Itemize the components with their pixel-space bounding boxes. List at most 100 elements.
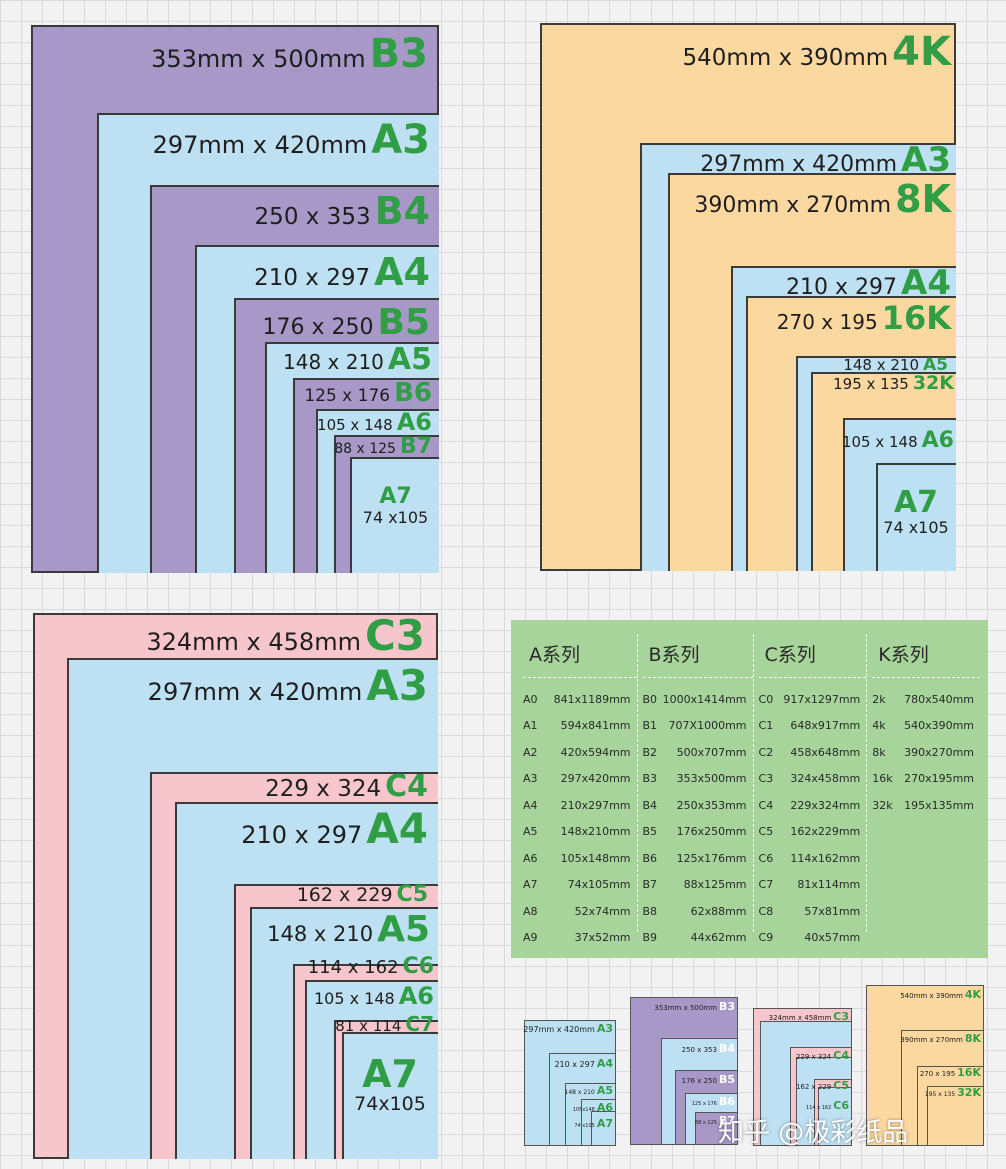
table-row: C5 162x229mm [759, 819, 867, 846]
c5-label: 162 x 229 C5 [296, 882, 428, 907]
c3-rect [33, 613, 438, 1159]
thumb-label: 125 x 176 B6 [691, 1095, 735, 1108]
table-row: A8 52x74mm [523, 898, 637, 925]
size-code: C2 [758, 745, 774, 759]
table-row: A5 148x210mm [523, 819, 637, 846]
table-row: 32k 195x135mm [872, 792, 980, 819]
thumb-a-series: 297mm x 420mm A3 210 x 297 A4 148 x 210 A5 … [523, 1020, 616, 1146]
c6-label: 114 x 162 C6 [307, 954, 434, 979]
table-row: B6 125x176mm [643, 845, 753, 872]
a5-label: 148 x 210 A5 [283, 342, 432, 377]
a6-rect [316, 409, 439, 573]
k-series-column: K系列 2k 780x540mm 4k 540x390mm 8k 390x270mm 16k… [866, 634, 981, 958]
table-row: B4 250x353mm [643, 792, 753, 819]
thumb-label: 176 x 250 B5 [681, 1073, 735, 1086]
a3-label: 297mm x 420mm A3 [152, 117, 430, 163]
size-code: A2 [523, 745, 538, 759]
thumb-label: 390mm x 270mm 8K [900, 1032, 981, 1045]
table-row: A0 841x1189mm [523, 686, 637, 713]
c4-rect [150, 772, 438, 1159]
c7-rect [334, 1020, 438, 1159]
size-value: 420x594mm [560, 745, 631, 759]
size-value: 40x57mm [804, 931, 861, 945]
size-value: 780x540mm [904, 692, 975, 706]
size-value: 125x176mm [676, 851, 747, 865]
table-header: B系列 [642, 634, 753, 678]
size-code: C7 [758, 878, 774, 892]
size-code: B9 [642, 931, 658, 945]
size-code: B5 [642, 825, 658, 839]
c-a3-rect [67, 658, 438, 1159]
table-row: A1 594x841mm [523, 713, 637, 740]
size-value: 353x500mm [676, 772, 747, 786]
size-value: 148x210mm [560, 825, 631, 839]
table-row: B0 1000x1414mm [643, 686, 753, 713]
table-row: C9 40x57mm [759, 925, 867, 952]
c-a6-label: 105 x 148 A6 [314, 982, 434, 1010]
size-value: 229x324mm [790, 798, 861, 812]
4k-rect [540, 23, 956, 571]
size-value: 195x135mm [904, 798, 975, 812]
a7-label: A7 74 x105 [362, 484, 429, 528]
size-code: 8k [872, 745, 886, 759]
table-row: 8k 390x270mm [872, 739, 980, 766]
table-row: B3 353x500mm [643, 766, 753, 793]
table-row: B2 500x707mm [643, 739, 753, 766]
size-value: 707X1000mm [668, 719, 747, 733]
size-value: 500x707mm [676, 745, 747, 759]
32k-rect [811, 372, 956, 571]
a6-label: 105 x 148 A6 [317, 408, 432, 436]
size-code: C0 [758, 692, 774, 706]
thumb-label: 229 x 324 C4 [795, 1049, 849, 1062]
thumb-label: 88 x 125 B7 [694, 1114, 735, 1127]
size-value: 81x114mm [797, 878, 861, 892]
c-a7-rect [342, 1032, 438, 1159]
size-value: 917x1297mm [783, 692, 861, 706]
table-row: C8 57x81mm [759, 898, 867, 925]
size-table: A系列 A0 841x1189mm A1 594x841mm A2 420x594mm A3… [511, 620, 988, 958]
table-row: B5 176x250mm [643, 819, 753, 846]
thumb-c-series: 324mm x 458mm C3 229 x 324 C4 162 x 229 C5 … [753, 1008, 852, 1146]
a5-rect [265, 342, 439, 573]
size-value: 648x917mm [790, 719, 861, 733]
size-code: B7 [642, 878, 658, 892]
size-code: 2k [872, 692, 886, 706]
size-value: 37x52mm [574, 931, 631, 945]
c6-rect [293, 964, 438, 1159]
thumb-label: 114 x 162 C6 [806, 1099, 849, 1112]
8k-rect [668, 173, 956, 571]
size-value: 44x62mm [690, 931, 747, 945]
k-a6-label: 105 x 148 A6 [841, 428, 954, 453]
32k-label: 195 x 135 32K [833, 372, 954, 394]
table-row: 16k 270x195mm [872, 766, 980, 793]
b5-rect [234, 298, 439, 573]
thumb-label: 195 x 135 32K [924, 1086, 981, 1099]
a3-rect [97, 113, 439, 573]
table-row: B1 707X1000mm [643, 713, 753, 740]
size-value: 390x270mm [904, 745, 975, 759]
size-value: 324x458mm [790, 772, 861, 786]
c-a5-rect [250, 907, 438, 1159]
b6-label: 125 x 176 B6 [304, 378, 432, 408]
size-value: 540x390mm [904, 719, 975, 733]
size-code: C6 [758, 851, 774, 865]
table-row: A9 37x52mm [523, 925, 637, 952]
size-code: A4 [523, 798, 538, 812]
thumb-k-series: 540mm x 390mm 4K 390mm x 270mm 8K 270 x 19… [866, 985, 984, 1146]
b3-label: 353mm x 500mm B3 [151, 31, 428, 77]
size-code: C3 [758, 772, 774, 786]
thumb-label: 353mm x 500mm B3 [654, 1000, 735, 1013]
c-series-column: C系列 C0 917x1297mm C1 648x917mm C2 458x648mm C3… [752, 634, 867, 958]
thumb-label: 270 x 195 16K [919, 1066, 981, 1079]
table-row: B9 44x62mm [643, 925, 753, 952]
c7-label: 81 x 114 C7 [335, 1012, 434, 1036]
c-a6-rect [305, 980, 438, 1159]
c-a4-rect [175, 802, 438, 1159]
thumb-label: 148 x 210 A5 [564, 1084, 613, 1097]
size-value: 62x88mm [690, 904, 747, 918]
b-series-column: B系列 B0 1000x1414mm B1 707X1000mm B2 500x707mm… [636, 634, 753, 958]
size-value: 458x648mm [790, 745, 861, 759]
b4-rect [150, 185, 439, 573]
